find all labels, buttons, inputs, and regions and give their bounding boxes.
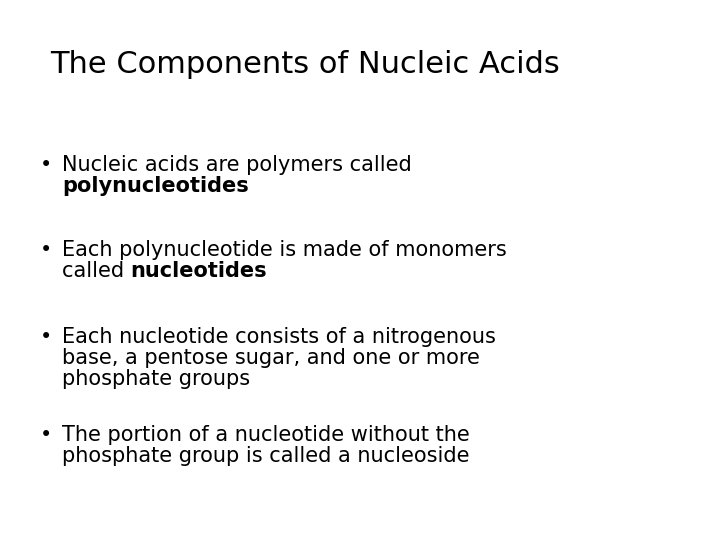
Text: Nucleic acids are polymers called: Nucleic acids are polymers called [62,155,412,175]
Text: •: • [40,240,53,260]
Text: nucleotides: nucleotides [131,261,267,281]
Text: phosphate group is called a nucleoside: phosphate group is called a nucleoside [62,446,469,466]
Text: phosphate groups: phosphate groups [62,369,250,389]
Text: The portion of a nucleotide without the: The portion of a nucleotide without the [62,425,469,445]
Text: The Components of Nucleic Acids: The Components of Nucleic Acids [50,50,559,79]
Text: polynucleotides: polynucleotides [62,176,248,196]
Text: Each nucleotide consists of a nitrogenous: Each nucleotide consists of a nitrogenou… [62,327,496,347]
Text: •: • [40,425,53,445]
Text: •: • [40,327,53,347]
Text: base, a pentose sugar, and one or more: base, a pentose sugar, and one or more [62,348,480,368]
Text: called: called [62,261,131,281]
Text: Each polynucleotide is made of monomers: Each polynucleotide is made of monomers [62,240,507,260]
Text: •: • [40,155,53,175]
